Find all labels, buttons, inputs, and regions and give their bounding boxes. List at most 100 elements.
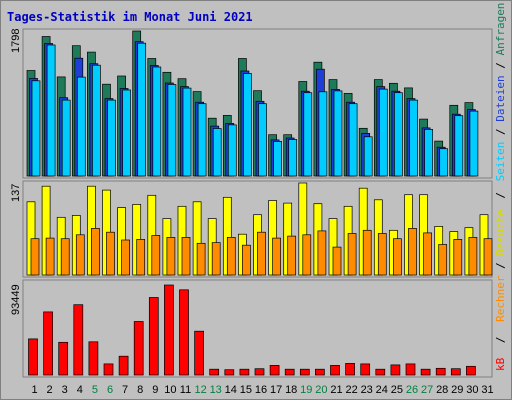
x-tick-label-6: 6	[107, 384, 113, 396]
bar-rechner-day-21	[332, 246, 342, 276]
x-tick-label-24: 24	[376, 384, 388, 396]
bar-rechner-day-14	[226, 237, 236, 276]
bar-seiten-day-8	[137, 42, 147, 177]
bar-rechner-day-13	[211, 242, 221, 276]
x-tick-label-30: 30	[466, 384, 478, 396]
bar-kb-day-6	[103, 363, 114, 376]
bar-rechner-day-22	[347, 233, 357, 276]
bar-rechner-day-1	[30, 238, 40, 276]
bar-rechner-day-31	[483, 238, 493, 276]
x-tick-label-19: 19	[300, 384, 312, 396]
bar-kb-day-19	[299, 368, 310, 376]
bar-rechner-day-6	[106, 231, 115, 276]
bar-seiten-day-13	[212, 128, 222, 177]
x-tick-label-3: 3	[62, 384, 68, 396]
bar-seiten-day-10	[167, 84, 177, 177]
ytick-panel-2: 137	[10, 184, 22, 202]
x-tick-label-14: 14	[225, 384, 237, 396]
legend-sep-5: /	[494, 62, 507, 69]
bar-kb-day-11	[179, 289, 189, 376]
x-tick-label-9: 9	[152, 384, 158, 396]
bar-seiten-day-19	[303, 92, 313, 177]
bar-rechner-day-8	[136, 239, 146, 276]
bar-kb-day-5	[88, 341, 99, 376]
bar-seiten-day-18	[288, 139, 298, 177]
bar-seiten-day-17	[273, 141, 282, 177]
legend-sep-3: /	[494, 192, 507, 199]
x-tick-label-28: 28	[436, 384, 448, 396]
bar-rechner-day-26	[408, 228, 417, 276]
bar-seiten-day-29	[454, 115, 464, 177]
legend-sep-4: /	[494, 128, 507, 135]
bar-seiten-day-3	[61, 99, 71, 177]
x-tick-label-26: 26	[406, 384, 418, 396]
bar-seiten-day-11	[182, 87, 192, 177]
legend-besuche: Besuche	[494, 209, 507, 255]
bar-rechner-day-3	[60, 238, 70, 276]
bar-seiten-day-4	[76, 76, 86, 177]
bar-kb-day-27	[420, 368, 431, 376]
bars-layer	[26, 30, 493, 376]
bar-seiten-day-7	[122, 89, 131, 177]
bar-kb-day-14	[224, 369, 235, 376]
x-tick-label-25: 25	[391, 384, 403, 396]
bar-rechner-day-5	[91, 228, 100, 276]
bar-rechner-day-23	[362, 229, 372, 276]
bar-seiten-day-28	[439, 148, 449, 177]
bar-seiten-day-23	[363, 136, 373, 177]
bar-kb-day-26	[405, 363, 416, 376]
bar-kb-day-15	[239, 368, 250, 376]
bar-seiten-day-1	[31, 80, 41, 177]
bar-rechner-day-28	[438, 244, 448, 276]
svg-text:kB / Rechner: kB / Rechner / Besuche / Seiten / Dateie…	[494, 3, 507, 371]
bar-rechner-day-27	[423, 232, 432, 276]
bar-kb-day-22	[345, 363, 355, 376]
bar-rechner-day-20	[317, 230, 327, 276]
bar-kb-day-3	[58, 341, 69, 376]
bar-seiten-day-21	[333, 90, 343, 177]
bar-rechner-day-2	[45, 237, 55, 276]
bar-seiten-day-27	[424, 129, 433, 177]
bar-rechner-day-11	[181, 237, 191, 276]
x-tick-label-27: 27	[421, 384, 433, 396]
legend-anfragen: Anfragen	[494, 3, 507, 56]
bar-kb-day-1	[28, 338, 38, 376]
x-tick-label-4: 4	[77, 384, 83, 396]
bar-kb-day-28	[435, 367, 446, 376]
bar-seiten-day-5	[92, 64, 101, 177]
bar-seiten-day-14	[227, 124, 237, 177]
x-tick-label-15: 15	[240, 384, 252, 396]
ytick-panel-3: 93449	[10, 284, 22, 315]
x-tick-label-2: 2	[47, 384, 53, 396]
bar-rechner-day-24	[377, 233, 387, 276]
x-tick-label-8: 8	[137, 384, 143, 396]
bar-kb-day-17	[269, 365, 280, 376]
bar-seiten-day-12	[197, 103, 207, 177]
bar-rechner-day-16	[257, 231, 266, 276]
bar-kb-day-24	[375, 368, 386, 376]
bar-seiten-day-2	[46, 44, 56, 177]
legend-rechner: Rechner	[494, 275, 507, 322]
x-tick-label-13: 13	[210, 384, 222, 396]
x-tick-label-23: 23	[361, 384, 373, 396]
legend-sep-2: /	[494, 262, 507, 269]
x-tick-label-1: 1	[31, 384, 37, 396]
bar-kb-day-9	[148, 297, 159, 376]
bar-kb-day-2	[43, 311, 53, 376]
bar-kb-day-23	[360, 363, 371, 376]
x-tick-label-5: 5	[92, 384, 98, 396]
bar-kb-day-4	[73, 304, 84, 376]
x-tick-label-17: 17	[270, 384, 282, 396]
bar-seiten-day-22	[348, 103, 358, 177]
bar-rechner-day-7	[121, 239, 130, 276]
legend-seiten: Seiten	[494, 142, 507, 182]
x-tick-label-31: 31	[481, 384, 493, 396]
panel-middle-box	[22, 180, 493, 278]
bar-kb-day-25	[390, 364, 401, 376]
bar-kb-day-16	[254, 368, 265, 376]
bar-rechner-day-9	[151, 235, 161, 276]
bar-kb-day-13	[209, 368, 220, 376]
bar-rechner-day-17	[272, 237, 281, 276]
